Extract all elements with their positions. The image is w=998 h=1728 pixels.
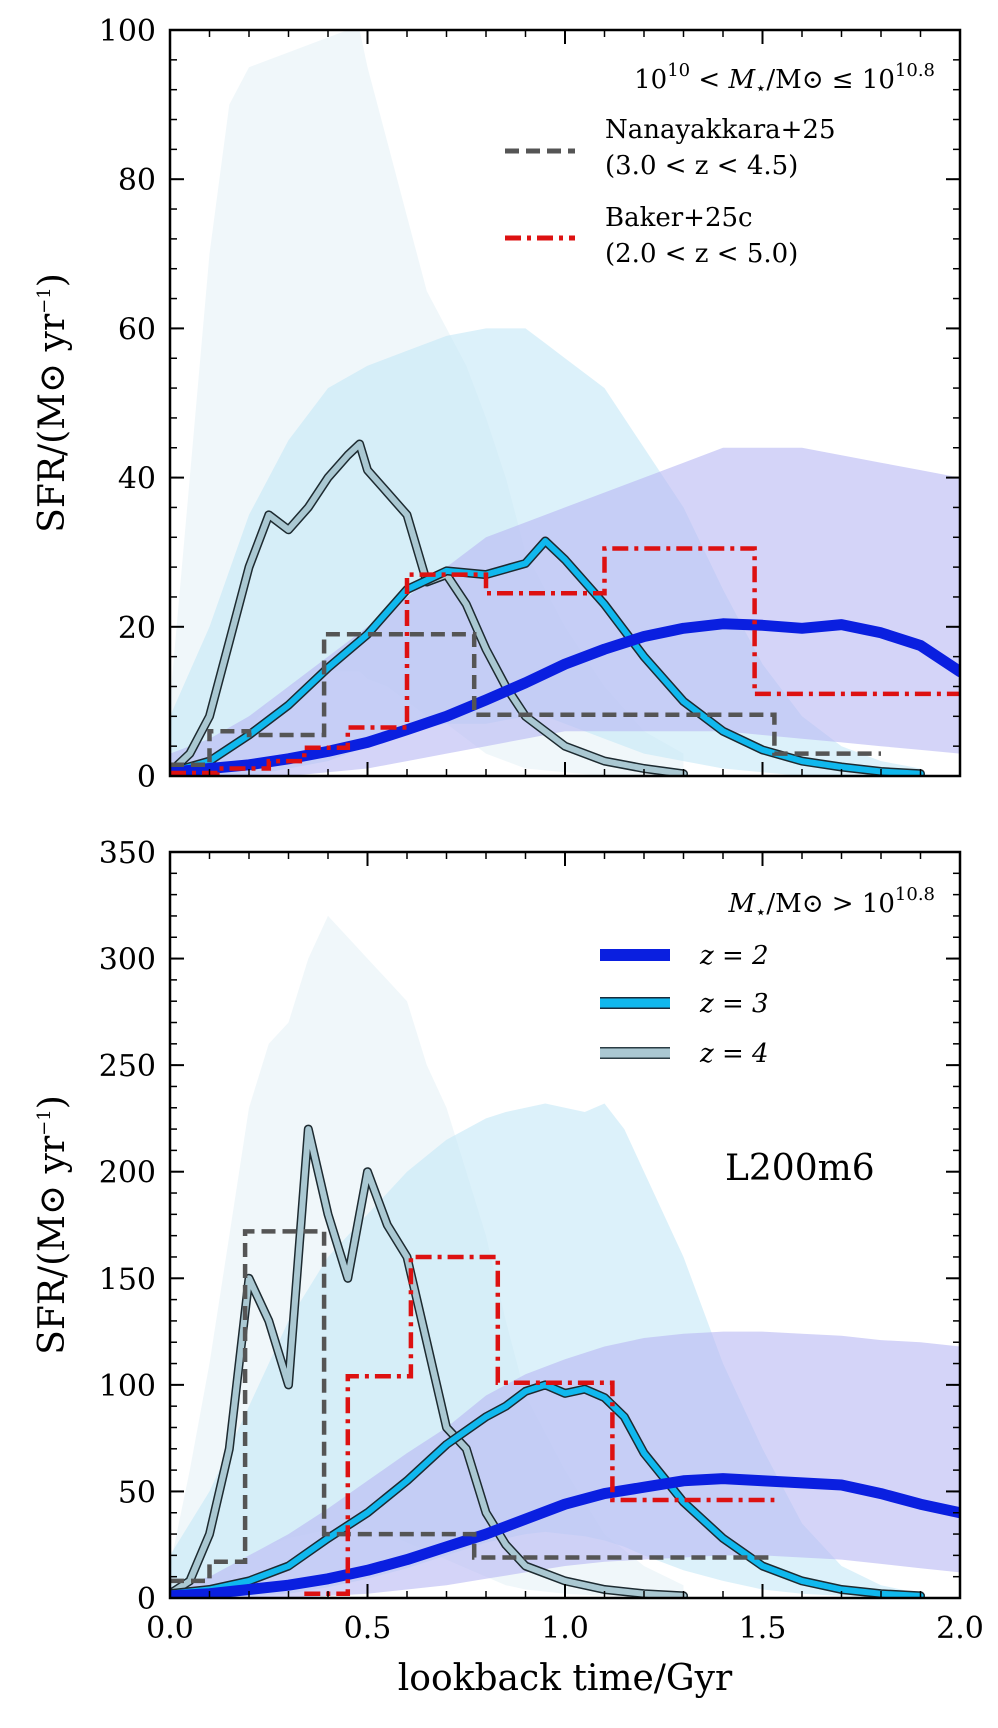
band-z2 [170,1331,960,1598]
ytick-label: 40 [118,462,156,497]
xtick-label: 2.0 [936,1611,984,1646]
bottom-legend: z = 2 z = 3 z = 4 [600,941,769,1069]
ytick-label: 0 [137,1582,156,1617]
step-nanayakkara-25 [170,632,881,768]
series-line-z2 [170,618,960,776]
simulation-label: L200m6 [725,1148,875,1189]
legend-z2-label: z = 2 [699,941,769,971]
ytick-label: 60 [118,312,156,347]
series-line-z3 [170,1381,924,1598]
ytick-label: 100 [99,14,156,49]
top-ticks [169,29,961,777]
legend-nanayakkara-label: Nanayakkara+25 [605,115,836,145]
ytick-label: 20 [118,611,156,646]
xtick-label: 0.0 [146,1611,194,1646]
xtick-label: 0.5 [344,1611,392,1646]
step-baker-25c [304,1254,775,1596]
bottom-xtick-labels: 0.0 0.5 1.0 1.5 2.0 [146,1611,984,1646]
legend-baker-label: Baker+25c [605,203,753,233]
ytick-label: 250 [99,1049,156,1084]
bottom-observational-steps [170,1229,775,1596]
xtick-label: 1.0 [541,1611,589,1646]
ytick-label: 300 [99,943,156,978]
bottom-panel: 0 50 100 150 200 250 300 350 0.0 0.5 1.0 1.5 2.0 SF… [32,836,984,1699]
top-observational-steps [170,546,960,776]
legend-z3-label: z = 3 [699,989,769,1019]
ytick-label: 100 [99,1369,156,1404]
bottom-ytick-labels: 0 50 100 150 200 250 300 350 [99,836,156,1617]
ytick-label: 80 [118,163,156,198]
xtick-label: 1.5 [739,1611,787,1646]
ytick-label: 350 [99,836,156,871]
ytick-label: 50 [118,1475,156,1510]
bottom-bands [170,915,960,1598]
ytick-label: 0 [137,760,156,795]
legend-baker-range: (2.0 < z < 5.0) [605,239,798,269]
series-line-z2 [170,1473,960,1598]
top-legend: Nanayakkara+25 (3.0 < z < 4.5) Baker+25c… [505,115,836,269]
xlabel: lookback time/Gyr [398,1658,733,1699]
legend-z4-label: z = 4 [699,1039,769,1069]
top-mass-bin-label: 1010 < M⋆/M⊙ ≤ 1010.8 [634,60,935,99]
series-line-z3 [170,538,924,776]
bottom-ylabel: SFR/(M⊙ yr−1) [32,1095,73,1355]
ytick-label: 150 [99,1262,156,1297]
top-panel: 0 20 40 60 80 100 SFR/(M⊙ yr−1) 1010 < M⋆/M⊙ … [32,14,962,795]
legend-nanayakkara-range: (3.0 < z < 4.5) [605,151,798,181]
step-nanayakkara-25 [170,1229,775,1584]
bottom-series-lines [170,1124,960,1598]
ytick-label: 200 [99,1156,156,1191]
top-series-lines [170,439,960,776]
bottom-mass-bin-label: M⋆/M⊙ > 1010.8 [727,884,935,923]
series-line-z4 [170,441,687,776]
top-ytick-labels: 0 20 40 60 80 100 [99,14,156,795]
bottom-ticks [169,851,961,1599]
series-line-z4 [170,1126,687,1598]
top-ylabel: SFR/(M⊙ yr−1) [32,273,73,533]
